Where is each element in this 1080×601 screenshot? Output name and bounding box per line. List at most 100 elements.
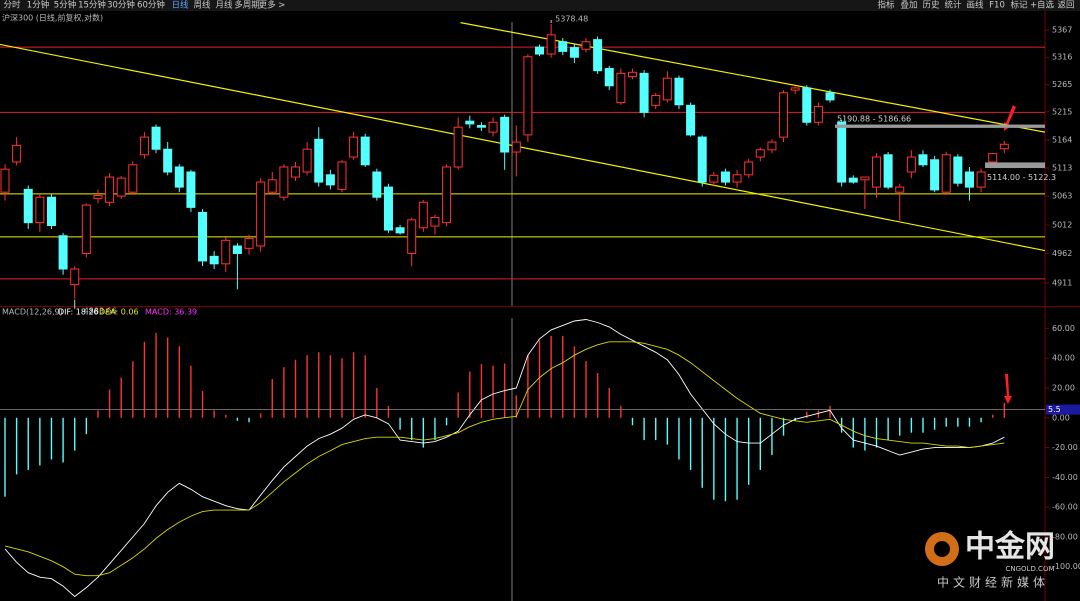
tool-button[interactable]: 叠加 [900,0,917,11]
candle-body [651,95,661,106]
logo [934,541,950,557]
period-tab[interactable]: 更多 > [259,0,286,11]
candle-body [81,204,91,254]
candle-body [279,166,289,198]
candle-body [407,219,417,254]
range-mark [835,124,1045,128]
tool-button[interactable]: 返回 [1057,0,1074,11]
candle-body [872,156,882,188]
period-tab[interactable]: 月线 [215,0,233,11]
candle-body [442,166,452,224]
candle-body [755,149,765,158]
candle-body [93,195,103,199]
period-tab[interactable]: 日线 [171,0,189,11]
y-tick-label: 5316 [1052,53,1072,62]
period-tab[interactable]: 5分钟 [54,0,76,11]
candle-body [418,201,428,229]
candle-body [105,176,115,203]
candle-body [767,141,777,151]
candle-body [790,87,800,91]
candle-body [593,39,603,72]
y-tick-label: -80.00 [1052,532,1078,541]
y-tick-label: 4911 [1052,278,1072,287]
candle-body [813,105,823,123]
candle-body [174,166,184,188]
candle-body [674,77,684,106]
candle-body [558,41,568,52]
watermark: 中金网 CNGOLD.COM 中文财经新媒体 [925,530,1055,590]
candle-body [372,171,382,198]
toolbar-bg [0,0,1080,11]
candle-body [511,141,521,153]
candle-body [198,211,208,262]
period-tab[interactable]: 60分钟 [137,0,165,11]
y-tick-label: -20.00 [1052,443,1078,452]
candle-body [988,153,998,163]
period-tab[interactable]: 15分钟 [78,0,106,11]
candle-body [116,177,126,197]
tool-button[interactable]: 统计 [944,0,962,11]
candle-body [70,268,80,286]
macd-line [4,341,1005,577]
y-tick-label: -60.00 [1052,503,1078,512]
candle-body [639,72,649,113]
tool-button[interactable]: 画线 [966,0,984,11]
period-tab[interactable]: 1分钟 [27,0,49,11]
y-tick-label: 5164 [1052,135,1072,144]
candle-body [964,171,974,188]
brand: 中金网 [965,530,1055,565]
candle-body [906,156,916,173]
trend-line [460,22,1045,133]
candle-body [0,168,10,193]
indicator-title: MACD(12,26,9) [2,308,63,317]
tool-button[interactable]: 指标 [877,0,895,11]
candle-body [12,144,22,163]
candle-body [186,171,196,208]
candle-body [953,156,963,184]
tool-button[interactable]: F10 [989,1,1005,11]
readout: DIF: 18.26 [58,308,99,317]
candle-body [802,87,812,123]
arrow [1004,374,1012,404]
candle-body [616,72,626,104]
candle-body [139,136,149,156]
readout: DEA: 0.06 [99,308,139,317]
candle-body [883,154,893,188]
candle-body [128,164,138,193]
candle-body [476,125,486,128]
tool-button[interactable]: 标记 [1010,0,1028,11]
candle-body [58,235,68,270]
period-tab[interactable]: 30分钟 [107,0,135,11]
candle-body [291,166,301,178]
y-tick-label: 40.00 [1052,354,1075,363]
slogan: 中文财经新媒体 [937,575,1049,590]
candle-body [976,171,986,188]
candle-body [256,181,266,247]
max-label: 5378.48 [555,14,588,23]
macd-line [4,319,1005,598]
candle-body [267,179,277,193]
candle-body [360,136,370,166]
candle-body [430,217,440,227]
period-tab[interactable]: 分时 [3,0,21,11]
tool-button[interactable]: 历史 [922,0,940,11]
candle-body [523,56,533,136]
tool-button[interactable]: +自选 [1030,0,1055,11]
candle-body [604,68,614,87]
period-tab[interactable]: 周线 [193,0,211,11]
y-tick-label: 5113 [1052,164,1072,173]
candle-body [465,120,475,125]
range-label: 5114.00 - 5122.3 [987,173,1056,182]
y-tick-label: 0.00 [1052,413,1070,422]
chart-title: 沪深300 (日线,前复权,对数) [2,13,103,23]
range-mark [985,162,1045,169]
period-tab[interactable]: 多周期 [234,0,260,11]
candle-body [709,174,719,183]
y-tick-label: 20.00 [1052,384,1075,393]
brand-url: CNGOLD.COM [1005,565,1054,573]
candle-body [720,171,730,183]
candle-body [209,255,219,265]
candle-body [221,239,231,265]
